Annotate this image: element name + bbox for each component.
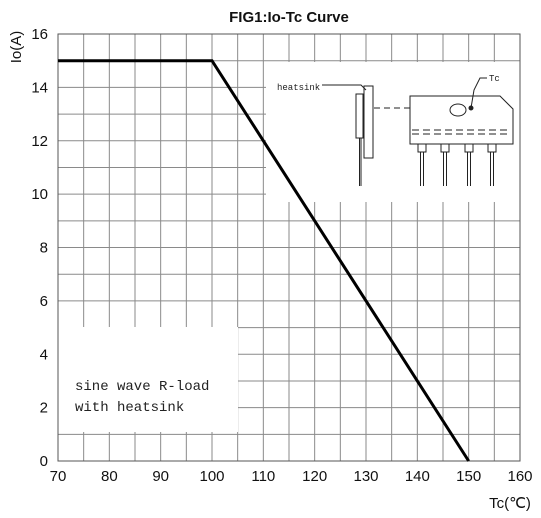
x-tick-label: 90 (152, 468, 169, 485)
inset-tc-label: Tc (489, 74, 500, 84)
heatsink-plate (363, 85, 374, 159)
y-tick-label: 16 (31, 26, 48, 43)
y-tick-labels: 0 2 4 6 8 10 12 14 16 (31, 26, 48, 470)
y-tick-label: 6 (40, 293, 48, 310)
y-axis-label: Io(A) (8, 31, 25, 64)
y-tick-label: 8 (40, 240, 48, 257)
x-tick-label: 140 (405, 468, 430, 485)
device-leads (417, 143, 497, 186)
x-tick-label: 100 (199, 468, 224, 485)
chart-title: FIG1:Io-Tc Curve (229, 9, 349, 26)
y-tick-label: 12 (31, 133, 48, 150)
series-line (58, 59, 470, 462)
x-tick-label: 160 (507, 468, 532, 485)
y-tick-label: 2 (40, 400, 48, 417)
note-background (58, 327, 238, 432)
y-tick-label: 14 (31, 79, 48, 96)
plot-border (57, 33, 521, 462)
note-line-2: with heatsink (75, 400, 184, 416)
x-tick-label: 70 (50, 468, 67, 485)
inset-diagram: heatsink Tc (277, 74, 514, 186)
x-tick-label: 130 (353, 468, 378, 485)
y-tick-label: 0 (40, 453, 48, 470)
x-tick-labels: 70 80 90 100 110 120 130 140 150 160 (50, 468, 533, 485)
note-line-1: sine wave R-load (75, 379, 209, 395)
device-front (409, 95, 514, 145)
mounting-hole (449, 103, 467, 117)
inset-heatsink-label: heatsink (277, 83, 320, 93)
x-tick-label: 80 (101, 468, 118, 485)
tc-leader (470, 77, 487, 109)
series-layer (58, 59, 470, 462)
y-tick-label: 4 (40, 346, 48, 363)
y-tick-label: 10 (31, 186, 48, 203)
inset-background (266, 62, 520, 202)
x-tick-label: 110 (251, 468, 275, 485)
x-axis-label: Tc(℃) (489, 495, 531, 512)
x-tick-label: 150 (456, 468, 481, 485)
x-tick-label: 120 (302, 468, 327, 485)
